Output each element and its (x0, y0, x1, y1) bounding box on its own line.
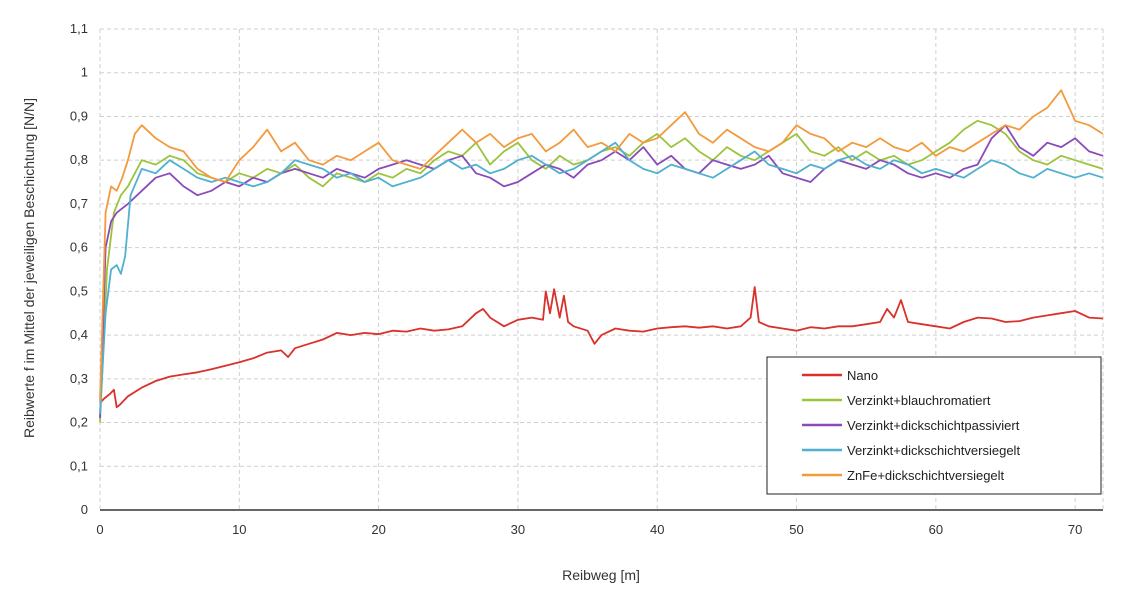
y-tick-label: 0,2 (70, 415, 88, 430)
y-tick-label: 0,5 (70, 283, 88, 298)
series-line (99, 141, 1104, 414)
series-line (99, 89, 1104, 401)
series-line (99, 286, 1104, 409)
legend-label: Verzinkt+dickschichtversiegelt (847, 443, 1020, 458)
y-tick-label: 0,1 (70, 458, 88, 473)
legend-box (766, 356, 1102, 495)
legend-items: Nano Verzinkt+blauchromatiert Verzinkt+dic… (802, 368, 1020, 483)
x-tick-label: 0 (96, 522, 103, 537)
legend-label: Verzinkt+blauchromatiert (847, 393, 991, 408)
y-tick-labels: 0 0,1 0,2 0,3 0,4 0,5 0,6 0,7 0,8 0,9 1 1,1 (70, 21, 88, 517)
y-tick-label: 0,9 (70, 108, 88, 123)
legend-label: ZnFe+dickschichtversiegelt (847, 468, 1005, 483)
y-tick-label: 0,3 (70, 371, 88, 386)
legend-label: Verzinkt+dickschichtpassiviert (847, 418, 1020, 433)
y-tick-label: 0,4 (70, 327, 88, 342)
x-axis-title: Reibweg [m] (562, 567, 640, 583)
x-tick-label: 20 (371, 522, 385, 537)
series-line (99, 124, 1104, 419)
x-tick-label: 70 (1068, 522, 1082, 537)
y-tick-label: 1 (81, 65, 88, 80)
series-lines (99, 89, 1104, 423)
x-tick-label: 40 (650, 522, 664, 537)
x-tick-label: 30 (511, 522, 525, 537)
x-tick-label: 60 (929, 522, 943, 537)
y-tick-label: 0,7 (70, 196, 88, 211)
y-tick-label: 0 (81, 502, 88, 517)
legend: Nano Verzinkt+blauchromatiert Verzinkt+dic… (766, 356, 1102, 495)
x-tick-label: 50 (789, 522, 803, 537)
legend-label: Nano (847, 368, 878, 383)
y-tick-label: 0,6 (70, 240, 88, 255)
y-tick-label: 0,8 (70, 152, 88, 167)
x-tick-label: 10 (232, 522, 246, 537)
y-tick-label: 1,1 (70, 21, 88, 36)
y-axis-title: Reibwerte f im Mittel der jeweiligen Bes… (21, 98, 37, 438)
x-tick-labels: 0 10 20 30 40 50 60 70 (96, 522, 1082, 537)
